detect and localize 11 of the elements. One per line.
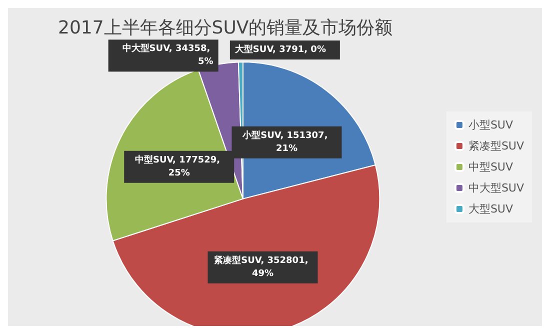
legend-label: 小型SUV: [468, 118, 514, 132]
legend-label: 大型SUV: [468, 202, 514, 216]
data-label: 大型SUV, 3791, 0%: [234, 44, 326, 56]
chart-title: 2017上半年各细分SUV的销量及市场份额: [58, 18, 393, 38]
data-label: 中大型SUV, 34358, 5%: [122, 43, 214, 68]
data-label: 中型SUV, 177529, 25%: [134, 154, 224, 178]
legend-label: 中型SUV: [468, 160, 514, 174]
legend-label: 中大型SUV: [468, 182, 524, 194]
data-label: 紧凑型SUV, 352801, 49%: [214, 254, 312, 279]
legend-label: 紧凑型SUV: [468, 140, 524, 152]
data-label: 小型SUV, 151307, 21%: [242, 130, 331, 154]
